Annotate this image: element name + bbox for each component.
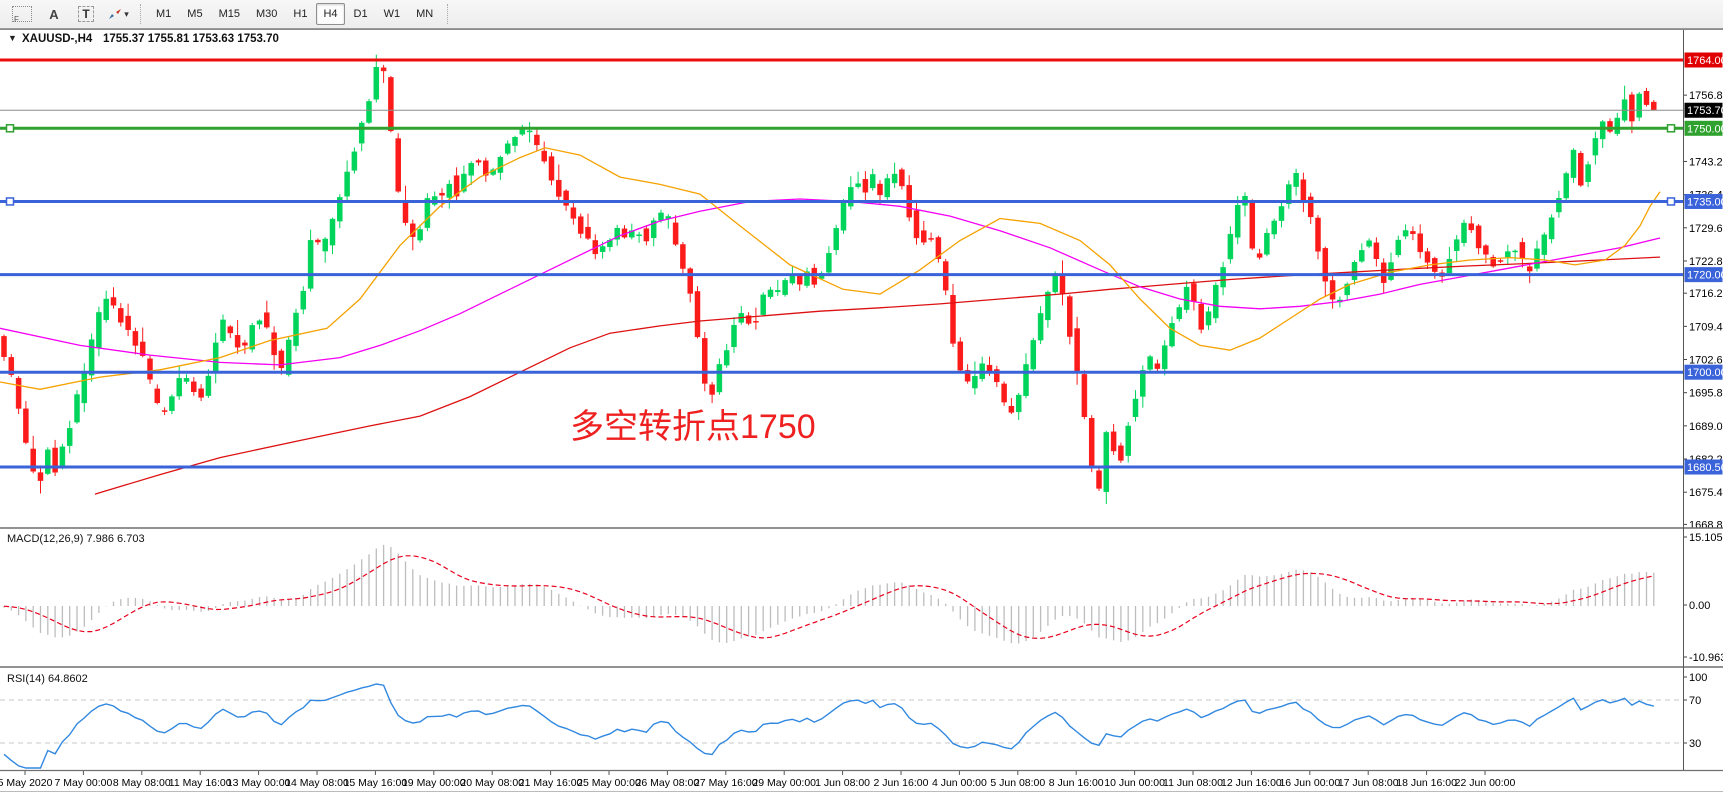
date-tick-label: 8 May 08:00 [113,777,171,789]
date-tick-label: 26 May 08:00 [636,777,700,789]
hline-handle-1750.00[interactable] [1666,124,1676,133]
timeframe-button-W1[interactable]: W1 [377,3,408,25]
timeframe-button-MN[interactable]: MN [409,3,440,25]
date-tick-label: 16 Jun 00:00 [1279,777,1340,789]
timeframe-button-M15[interactable]: M15 [212,3,247,25]
date-tick-label: 22 Jun 00:00 [1455,777,1516,789]
price-badge-1750.00: 1750.00 [1687,123,1723,135]
date-tick-label: 15 May 16:00 [344,777,408,789]
moving-average-lines [0,147,1661,495]
price-tick-label: 1743.20 [1689,156,1723,168]
macd-label: MACD(12,26,9) 7.986 6.703 [7,533,145,545]
timeframe-button-M5[interactable]: M5 [180,3,209,25]
chart-symbol-title: XAUUSD-,H4 [22,33,93,45]
date-tick-label: 13 May 00:00 [227,777,291,789]
toolbar-separator-2 [447,4,449,24]
date-tick-label: 2 Jun 16:00 [874,777,929,789]
grid-box-glyph: F [12,6,32,24]
arrows-tool-icon[interactable]: ▾ [105,2,131,26]
text-label-glyph: T [78,6,94,22]
rsi-line [3,683,1654,769]
price-badge-1680.56: 1680.56 [1687,462,1723,474]
toolbar-separator [140,4,142,24]
ma-line-red [94,256,1661,495]
date-tick-label: 4 Jun 00:00 [932,777,987,789]
date-tick-label: 5 Jun 08:00 [990,777,1045,789]
price-badge-1700.00: 1700.00 [1687,367,1723,379]
date-tick-label: 8 Jun 16:00 [1049,777,1104,789]
price-tick-label: 1756.80 [1689,90,1723,102]
price-tick-label: 1729.60 [1689,223,1723,235]
macd-scale-label: 15.105 [1689,532,1723,544]
price-tick-label: 1702.60 [1689,355,1723,367]
timeframe-buttons: M1 M5 M15 M30 H1 H4 D1 W1 MN [148,3,441,25]
date-tick-label: 11 May 16:00 [169,777,232,789]
timeframe-button-D1[interactable]: D1 [347,3,375,25]
dropdown-caret-icon[interactable]: ▾ [124,8,129,19]
chart-annotation-text[interactable]: 多空转折点1750 [570,408,816,446]
template-grid-letter: F [14,15,19,24]
timeframe-button-H4[interactable]: H4 [316,3,345,25]
collapse-triangle-icon[interactable]: ▼ [8,33,17,43]
date-tick-label: 18 Jun 16:00 [1396,777,1457,789]
date-tick-label: 1 Jun 08:00 [815,777,870,789]
date-tick-label: 10 Jun 00:00 [1104,777,1165,789]
chart-title-row: ▼ XAUUSD-,H4 1755.37 1755.81 1753.63 175… [8,33,279,45]
rsi-label: RSI(14) 64.8602 [7,673,88,685]
price-badge-1764.00: 1764.00 [1687,55,1723,67]
price-tick-label: 1668.80 [1689,519,1723,531]
template-grid-icon[interactable]: F [9,2,35,26]
macd-scale-label: 0.00 [1689,600,1710,612]
date-tick-label: 27 May 16:00 [694,777,758,789]
rsi-scale-label: 100 [1689,672,1707,684]
text-label-icon[interactable]: T [73,2,99,26]
hline-handle-1735.00[interactable] [1666,197,1676,206]
hline-handle-1750.00[interactable] [5,124,15,133]
timeframe-button-M30[interactable]: M30 [249,3,284,25]
chart-toolbar: F A T ▾ M1 M5 M15 M30 H1 H4 D1 W1 MN [0,0,1723,29]
date-tick-label: 20 May 08:00 [460,777,524,789]
price-axis-badges: 1764.00 1750.00 1735.00 1720.00 1700.00 1680.… [1684,52,1723,475]
date-tick-label: 14 May 08:00 [285,777,349,789]
hline-handle-1735.00[interactable] [5,197,15,206]
macd-signal-line [3,555,1654,639]
ma-line-orange [0,147,1661,390]
rsi-scale-label: 30 [1689,738,1701,750]
macd-pane[interactable]: 15.105 0.00 -10.963 [3,532,1723,664]
date-tick-label: 12 Jun 16:00 [1221,777,1282,789]
price-tick-label: 1689.00 [1689,421,1723,433]
price-tick-label: 1675.40 [1689,487,1723,499]
price-tick-label: 1722.80 [1689,256,1723,268]
date-tick-label: 17 Jun 08:00 [1338,777,1399,789]
insert-text-icon[interactable]: A [49,6,59,22]
price-badge-1753.70: 1753.70 [1687,105,1723,117]
date-tick-label: 25 May 00:00 [577,777,641,789]
date-tick-label: 29 May 00:00 [752,777,816,789]
date-tick-label: 11 Jun 08:00 [1163,777,1223,789]
macd-scale-label: -10.963 [1689,652,1723,664]
chart-background [0,29,1723,792]
horizontal-level-lines[interactable] [0,58,1683,469]
candlestick-series[interactable] [1,54,1657,505]
price-tick-label: 1716.20 [1689,288,1723,300]
date-tick-label: 7 May 00:00 [55,777,113,789]
date-tick-label: 19 May 00:00 [402,777,466,789]
timeframe-button-M1[interactable]: M1 [149,3,178,25]
chart-ohlc-values: 1755.37 1755.81 1753.63 1753.70 [103,33,279,45]
price-tick-label: 1709.40 [1689,321,1723,333]
rsi-pane[interactable]: 100 70 30 [0,672,1707,769]
price-badge-1735.00: 1735.00 [1687,196,1723,208]
ma-line-magenta [0,198,1661,366]
price-tick-label: 1695.80 [1689,388,1723,400]
timeframe-button-H1[interactable]: H1 [286,3,314,25]
arrows-glyph [109,9,122,19]
date-tick-label: 5 May 2020 [0,777,53,789]
rsi-scale-label: 70 [1689,695,1701,707]
date-tick-label: 21 May 16:00 [519,777,583,789]
price-badge-1720.00: 1720.00 [1687,270,1723,282]
